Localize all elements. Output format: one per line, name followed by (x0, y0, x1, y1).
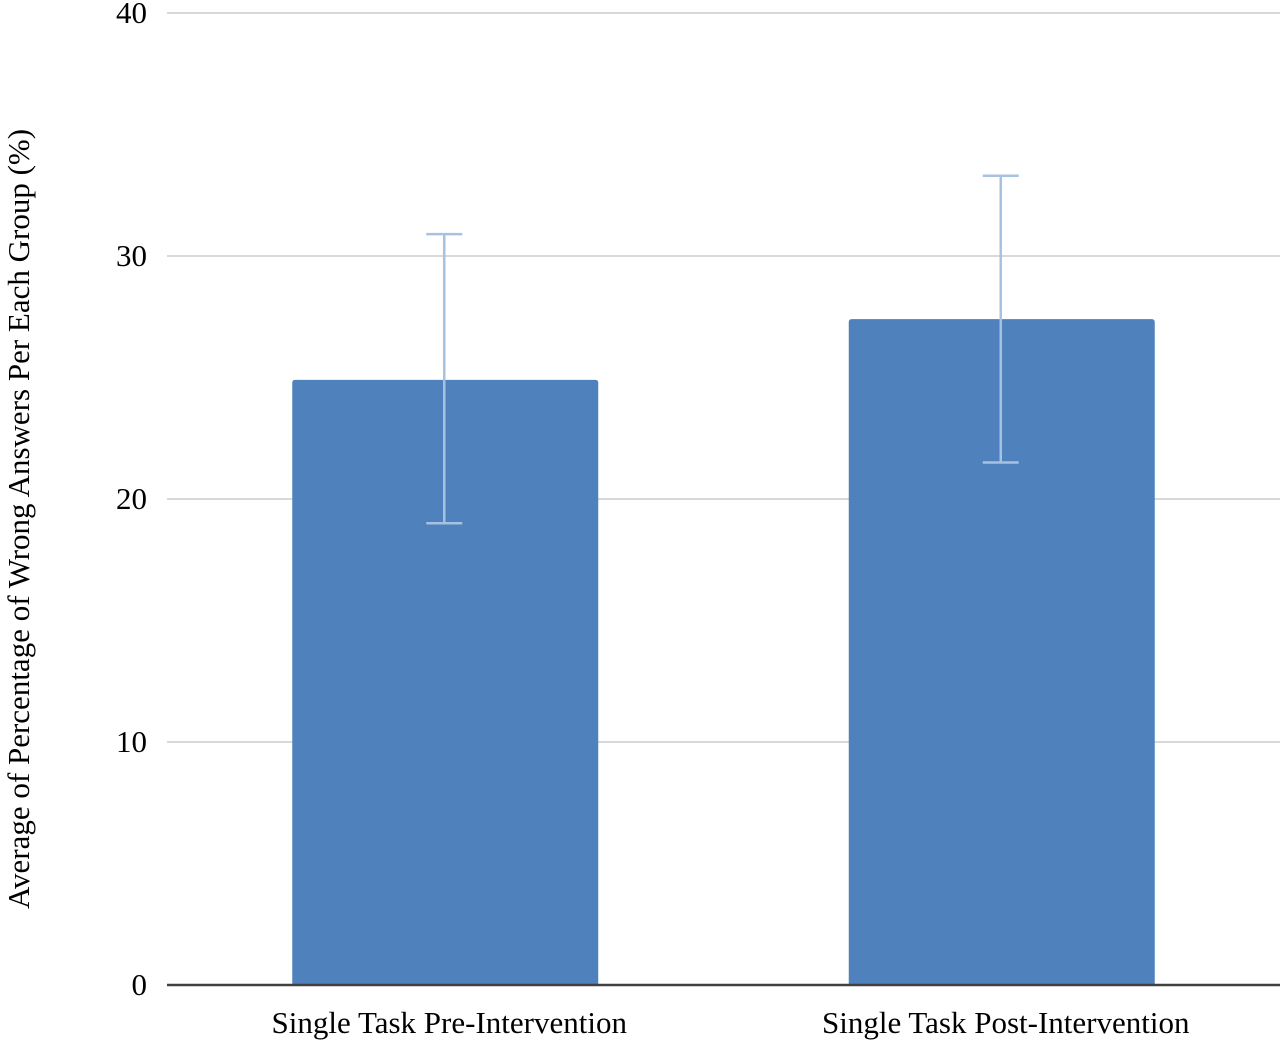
error-bars (426, 174, 1019, 525)
y-axis-title: Average of Percentage of Wrong Answers P… (1, 129, 36, 909)
y-tick-label: 40 (116, 0, 147, 30)
bar (848, 319, 1155, 985)
y-tick-label: 0 (132, 967, 148, 1002)
bar (292, 379, 599, 985)
bars (292, 319, 1155, 985)
y-tick-label: 10 (116, 724, 147, 759)
x-tick-label: Single Task Pre-Intervention (272, 1005, 628, 1040)
x-tick-label: Single Task Post-Intervention (822, 1005, 1190, 1040)
labels: 0 10 20 30 40 Single Task Pre-Intervention Sin… (1, 0, 1190, 1040)
y-tick-label: 30 (116, 238, 147, 273)
y-tick-label: 20 (116, 481, 147, 516)
